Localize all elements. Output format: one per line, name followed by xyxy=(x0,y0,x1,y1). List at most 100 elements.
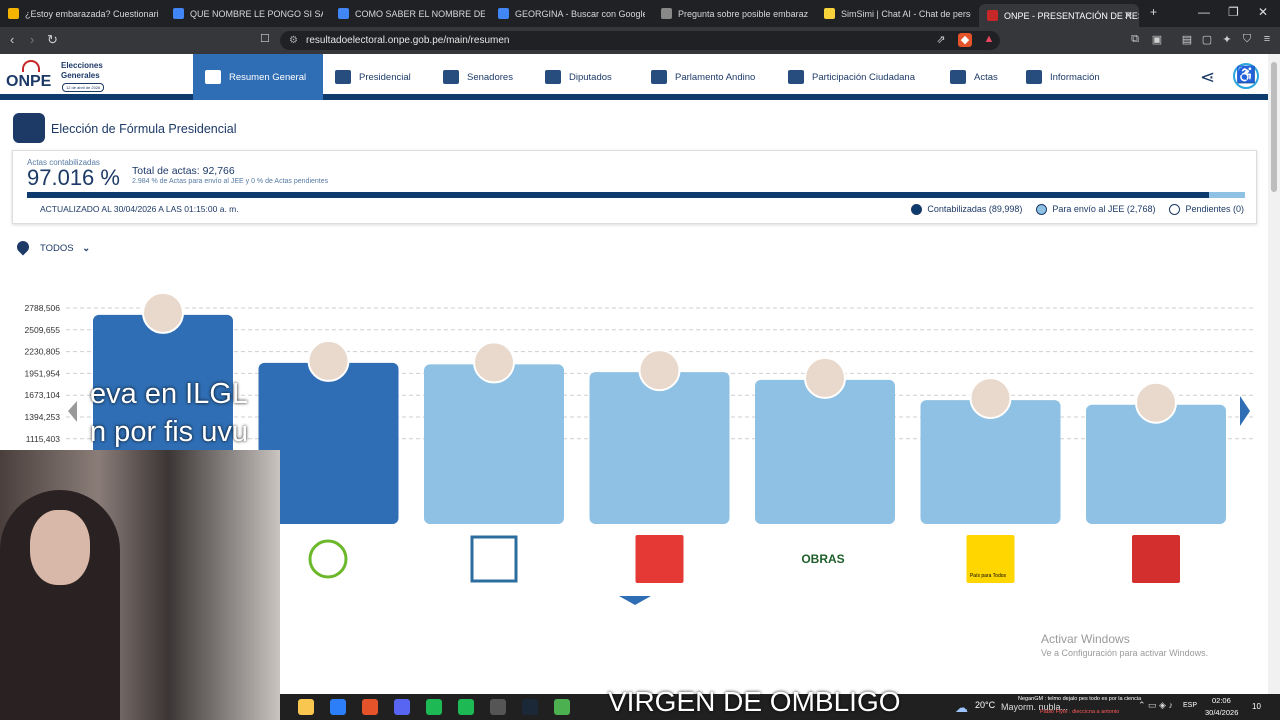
candidate-photo xyxy=(473,341,515,384)
logo-seal-icon xyxy=(22,60,40,72)
browser-tab[interactable]: SimSimi | Chat AI - Chat de personaje xyxy=(816,4,971,23)
nav-item-icon xyxy=(950,70,966,84)
stream-overlay-text-2: n por fis uvu xyxy=(90,416,248,448)
maps-icon[interactable] xyxy=(554,699,570,715)
browser-tab[interactable]: QUE NOMBRE LE PONGO SI SALE M xyxy=(165,4,323,23)
scrollbar-thumb[interactable] xyxy=(1271,62,1277,192)
nav-item[interactable]: Resumen General xyxy=(193,54,323,100)
nav-item[interactable]: Información xyxy=(1026,54,1100,100)
extensions-icon[interactable]: ⧉ xyxy=(1131,33,1139,45)
y-tick-label: 2509,655 xyxy=(25,325,61,335)
back-icon[interactable]: ‹ xyxy=(10,32,15,47)
clock-date[interactable]: 30/4/2026 xyxy=(1205,708,1239,717)
tab-search-icon[interactable]: ▣ xyxy=(1151,34,1163,46)
obs-icon[interactable] xyxy=(490,699,506,715)
weather-icon: ☁ xyxy=(955,700,968,715)
y-tick-label: 1951,954 xyxy=(25,368,61,378)
spotify-icon[interactable] xyxy=(458,699,474,715)
y-tick-label: 1115,403 xyxy=(26,434,60,444)
close-tab-icon[interactable]: ✕ xyxy=(1123,10,1133,22)
candidate-bar[interactable] xyxy=(920,400,1061,524)
browser-tab[interactable]: ¿Estoy embarazada? Cuestionario xyxy=(0,4,158,23)
site-header: ONPE Elecciones Generales 12 de abril de… xyxy=(0,54,1268,100)
y-tick-label: 1394,253 xyxy=(25,412,61,422)
close-window-icon[interactable]: ✕ xyxy=(1258,5,1269,19)
candidate-bar[interactable] xyxy=(1086,404,1226,524)
party-logo[interactable] xyxy=(801,535,849,583)
summary-card: Actas contabilizadas 97.016 % Total de a… xyxy=(12,150,1257,224)
region-filter-dropdown[interactable]: TODOS ⌄ xyxy=(40,243,90,254)
tab-label: SimSimi | Chat AI - Chat de personaje xyxy=(841,8,971,19)
browser-tab[interactable]: Pregunta sobre posible embarazo y xyxy=(653,4,808,23)
nav-item-label: Participación Ciudadana xyxy=(812,71,915,83)
party-logo[interactable] xyxy=(966,535,1015,583)
nav-item[interactable]: Participación Ciudadana xyxy=(788,54,915,100)
browser-tab[interactable]: COMO SABER EL NOMBRE DE SU PA xyxy=(330,4,485,23)
clock-time[interactable]: 02:06 xyxy=(1212,696,1231,705)
vpn-icon[interactable]: ⛉ xyxy=(1242,33,1252,45)
candidate-photo xyxy=(1135,381,1177,424)
carousel-prev-icon[interactable] xyxy=(68,401,77,422)
reload-icon[interactable]: ↻ xyxy=(47,32,58,47)
chat-message-2: Pablo Flyte : dieccicna a antonio xyxy=(1040,709,1120,715)
nav-item[interactable]: Senadores xyxy=(443,54,513,100)
minimize-icon[interactable]: — xyxy=(1198,5,1210,19)
nav-item-label: Diputados xyxy=(569,71,612,83)
maximize-icon[interactable]: ❐ xyxy=(1228,5,1239,19)
webcam-overlay xyxy=(0,450,280,720)
carousel-next-icon[interactable] xyxy=(1240,396,1250,426)
onpe-logo[interactable]: ONPE Elecciones Generales 12 de abril de… xyxy=(6,60,116,96)
site-info-icon[interactable]: ⚙ xyxy=(289,35,298,46)
steam-icon[interactable] xyxy=(522,699,538,715)
logo-text: ONPE xyxy=(6,73,52,90)
edge-icon[interactable] xyxy=(330,699,346,715)
logo-subtitle-1: Elecciones xyxy=(61,61,103,70)
party-logo[interactable] xyxy=(1132,535,1180,583)
file-explorer-icon[interactable] xyxy=(298,699,314,715)
browser-tab[interactable]: GEORGINA - Buscar con Google xyxy=(490,4,645,23)
y-tick-label: 1673,104 xyxy=(25,390,61,400)
page-scrollbar[interactable] xyxy=(1268,54,1280,694)
share-icon[interactable]: ⋖ xyxy=(1200,67,1216,87)
tab-label: COMO SABER EL NOMBRE DE SU PA xyxy=(355,8,485,19)
brave-icon[interactable] xyxy=(362,699,378,715)
nav-item[interactable]: Actas xyxy=(950,54,998,100)
nav-item[interactable]: Diputados xyxy=(545,54,612,100)
brave-shield-icon[interactable]: ◆ xyxy=(958,33,972,47)
candidate-bar[interactable] xyxy=(258,362,399,524)
total-actas-sub: 2.984 % de Actas para envío al JEE y 0 %… xyxy=(132,178,329,185)
discord-icon[interactable] xyxy=(394,699,410,715)
forward-icon[interactable]: › xyxy=(30,32,35,47)
url-field[interactable]: ⚙ resultadoelectoral.onpe.gob.pe/main/re… xyxy=(280,31,1000,50)
wallet-icon[interactable]: ▢ xyxy=(1201,34,1213,46)
share-icon[interactable]: ⇗ xyxy=(936,34,946,46)
chat-message-1: NeganGM : telmo dejalo pes todo es por l… xyxy=(1018,696,1142,702)
browser-tab[interactable]: ONPE - PRESENTACIÓN DE RESU ✕ xyxy=(979,4,1139,27)
sidebar-icon[interactable]: ▤ xyxy=(1181,34,1193,46)
notification-count[interactable]: 10 xyxy=(1252,702,1261,711)
nav-item[interactable]: Presidencial xyxy=(335,54,411,100)
actas-progress-bar xyxy=(27,192,1245,198)
bookmark-icon[interactable]: ☐ xyxy=(260,33,270,45)
candidate-photo xyxy=(969,377,1012,420)
nav-item[interactable]: Parlamento Andino xyxy=(651,54,755,100)
menu-icon[interactable]: ≡ xyxy=(1263,33,1271,45)
leo-ai-icon[interactable]: ✦ xyxy=(1222,34,1232,46)
nav-item-label: Senadores xyxy=(467,71,513,83)
brave-rewards-icon[interactable]: ▲ xyxy=(983,33,995,45)
candidate-bar[interactable] xyxy=(424,364,564,524)
actas-percentage: 97.016 % xyxy=(27,165,120,190)
nav-item-icon xyxy=(205,70,221,84)
tray-icons[interactable]: ⌃ ▭ ◈ ♪ xyxy=(1138,700,1173,710)
nav-item-icon xyxy=(443,70,459,84)
xbox-icon[interactable] xyxy=(426,699,442,715)
party-logo-r xyxy=(470,535,518,583)
language-indicator[interactable]: ESP xyxy=(1183,702,1198,709)
nav-item-label: Presidencial xyxy=(359,71,411,83)
party-logo[interactable] xyxy=(635,535,684,583)
candidate-bar[interactable] xyxy=(589,372,730,524)
tab-favicon-icon xyxy=(987,10,998,21)
new-tab-button[interactable]: + xyxy=(1150,5,1158,19)
candidate-bar[interactable] xyxy=(755,379,895,524)
accessibility-icon[interactable]: ♿ xyxy=(1233,63,1259,89)
